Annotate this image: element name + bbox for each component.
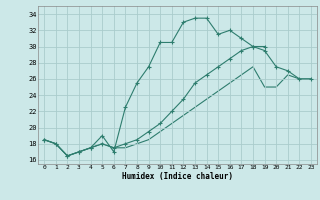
X-axis label: Humidex (Indice chaleur): Humidex (Indice chaleur): [122, 172, 233, 181]
